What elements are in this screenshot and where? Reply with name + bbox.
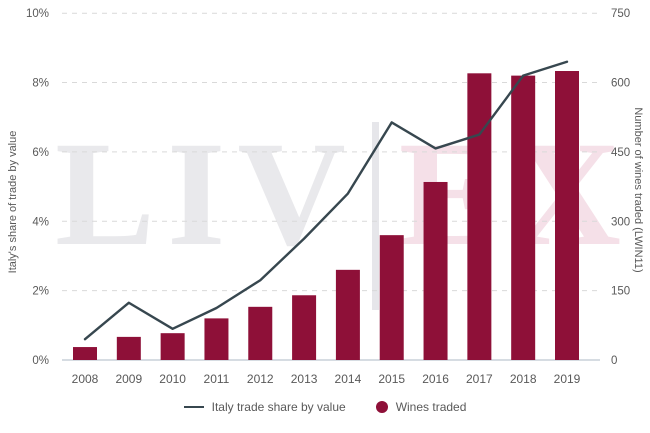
x-axis-label-2008: 2008	[72, 372, 99, 386]
bar-2017	[467, 73, 492, 360]
legend-item-wines-traded: Wines traded	[375, 400, 467, 414]
right-axis-tick-label: 0	[611, 355, 617, 367]
x-axis-label-2010: 2010	[159, 372, 186, 386]
left-axis-tick-label: 4%	[32, 216, 49, 228]
x-axis-label-2017: 2017	[466, 372, 493, 386]
bar-2008	[73, 347, 97, 360]
bar-2013	[292, 295, 317, 360]
bar-2018	[511, 75, 536, 361]
right-axis-tick-label: 600	[611, 78, 630, 90]
right-axis-tick-label: 300	[611, 216, 630, 228]
x-axis-label-2019: 2019	[554, 372, 581, 386]
left-y-axis-title: Italy's share of trade by value	[7, 130, 19, 274]
x-axis-label-2012: 2012	[247, 372, 274, 386]
left-axis-tick-label: 8%	[32, 78, 49, 90]
bar-2012	[248, 306, 273, 360]
x-axis-label-2015: 2015	[378, 372, 405, 386]
chart-legend: Italy trade share by value Wines traded	[0, 400, 650, 414]
trend-line	[83, 60, 569, 341]
left-axis-tick-label: 2%	[32, 286, 49, 298]
line-swatch-icon	[183, 406, 204, 408]
bar-2014	[335, 269, 360, 360]
x-axis-label-2009: 2009	[115, 372, 142, 386]
left-axis-tick-label: 6%	[32, 147, 49, 159]
legend-item-trade-share: Italy trade share by value	[183, 400, 346, 414]
bar-2010	[160, 333, 185, 360]
x-axis-label-2011: 2011	[204, 372, 230, 386]
circle-swatch-icon	[375, 401, 388, 413]
x-axis-label-2014: 2014	[335, 372, 362, 386]
bar-2011	[204, 318, 229, 360]
bar-2009	[116, 336, 141, 360]
x-axis-label-2013: 2013	[291, 372, 318, 386]
bar-2019	[555, 71, 579, 360]
legend-label-wines-traded: Wines traded	[395, 400, 467, 414]
right-axis-tick-label: 450	[611, 147, 630, 159]
right-axis-tick-label: 150	[611, 286, 630, 298]
bar-2015	[379, 235, 404, 360]
right-axis-tick-label: 750	[611, 8, 630, 20]
left-axis-tick-label: 0%	[32, 355, 49, 367]
x-axis-label-2016: 2016	[422, 372, 449, 386]
legend-label-trade-share: Italy trade share by value	[211, 400, 346, 414]
bar-2016	[423, 181, 448, 360]
x-axis-label-2018: 2018	[510, 372, 537, 386]
right-y-axis-title: Number of wines traded (LWIN11)	[632, 107, 644, 273]
left-axis-tick-label: 10%	[26, 8, 49, 20]
